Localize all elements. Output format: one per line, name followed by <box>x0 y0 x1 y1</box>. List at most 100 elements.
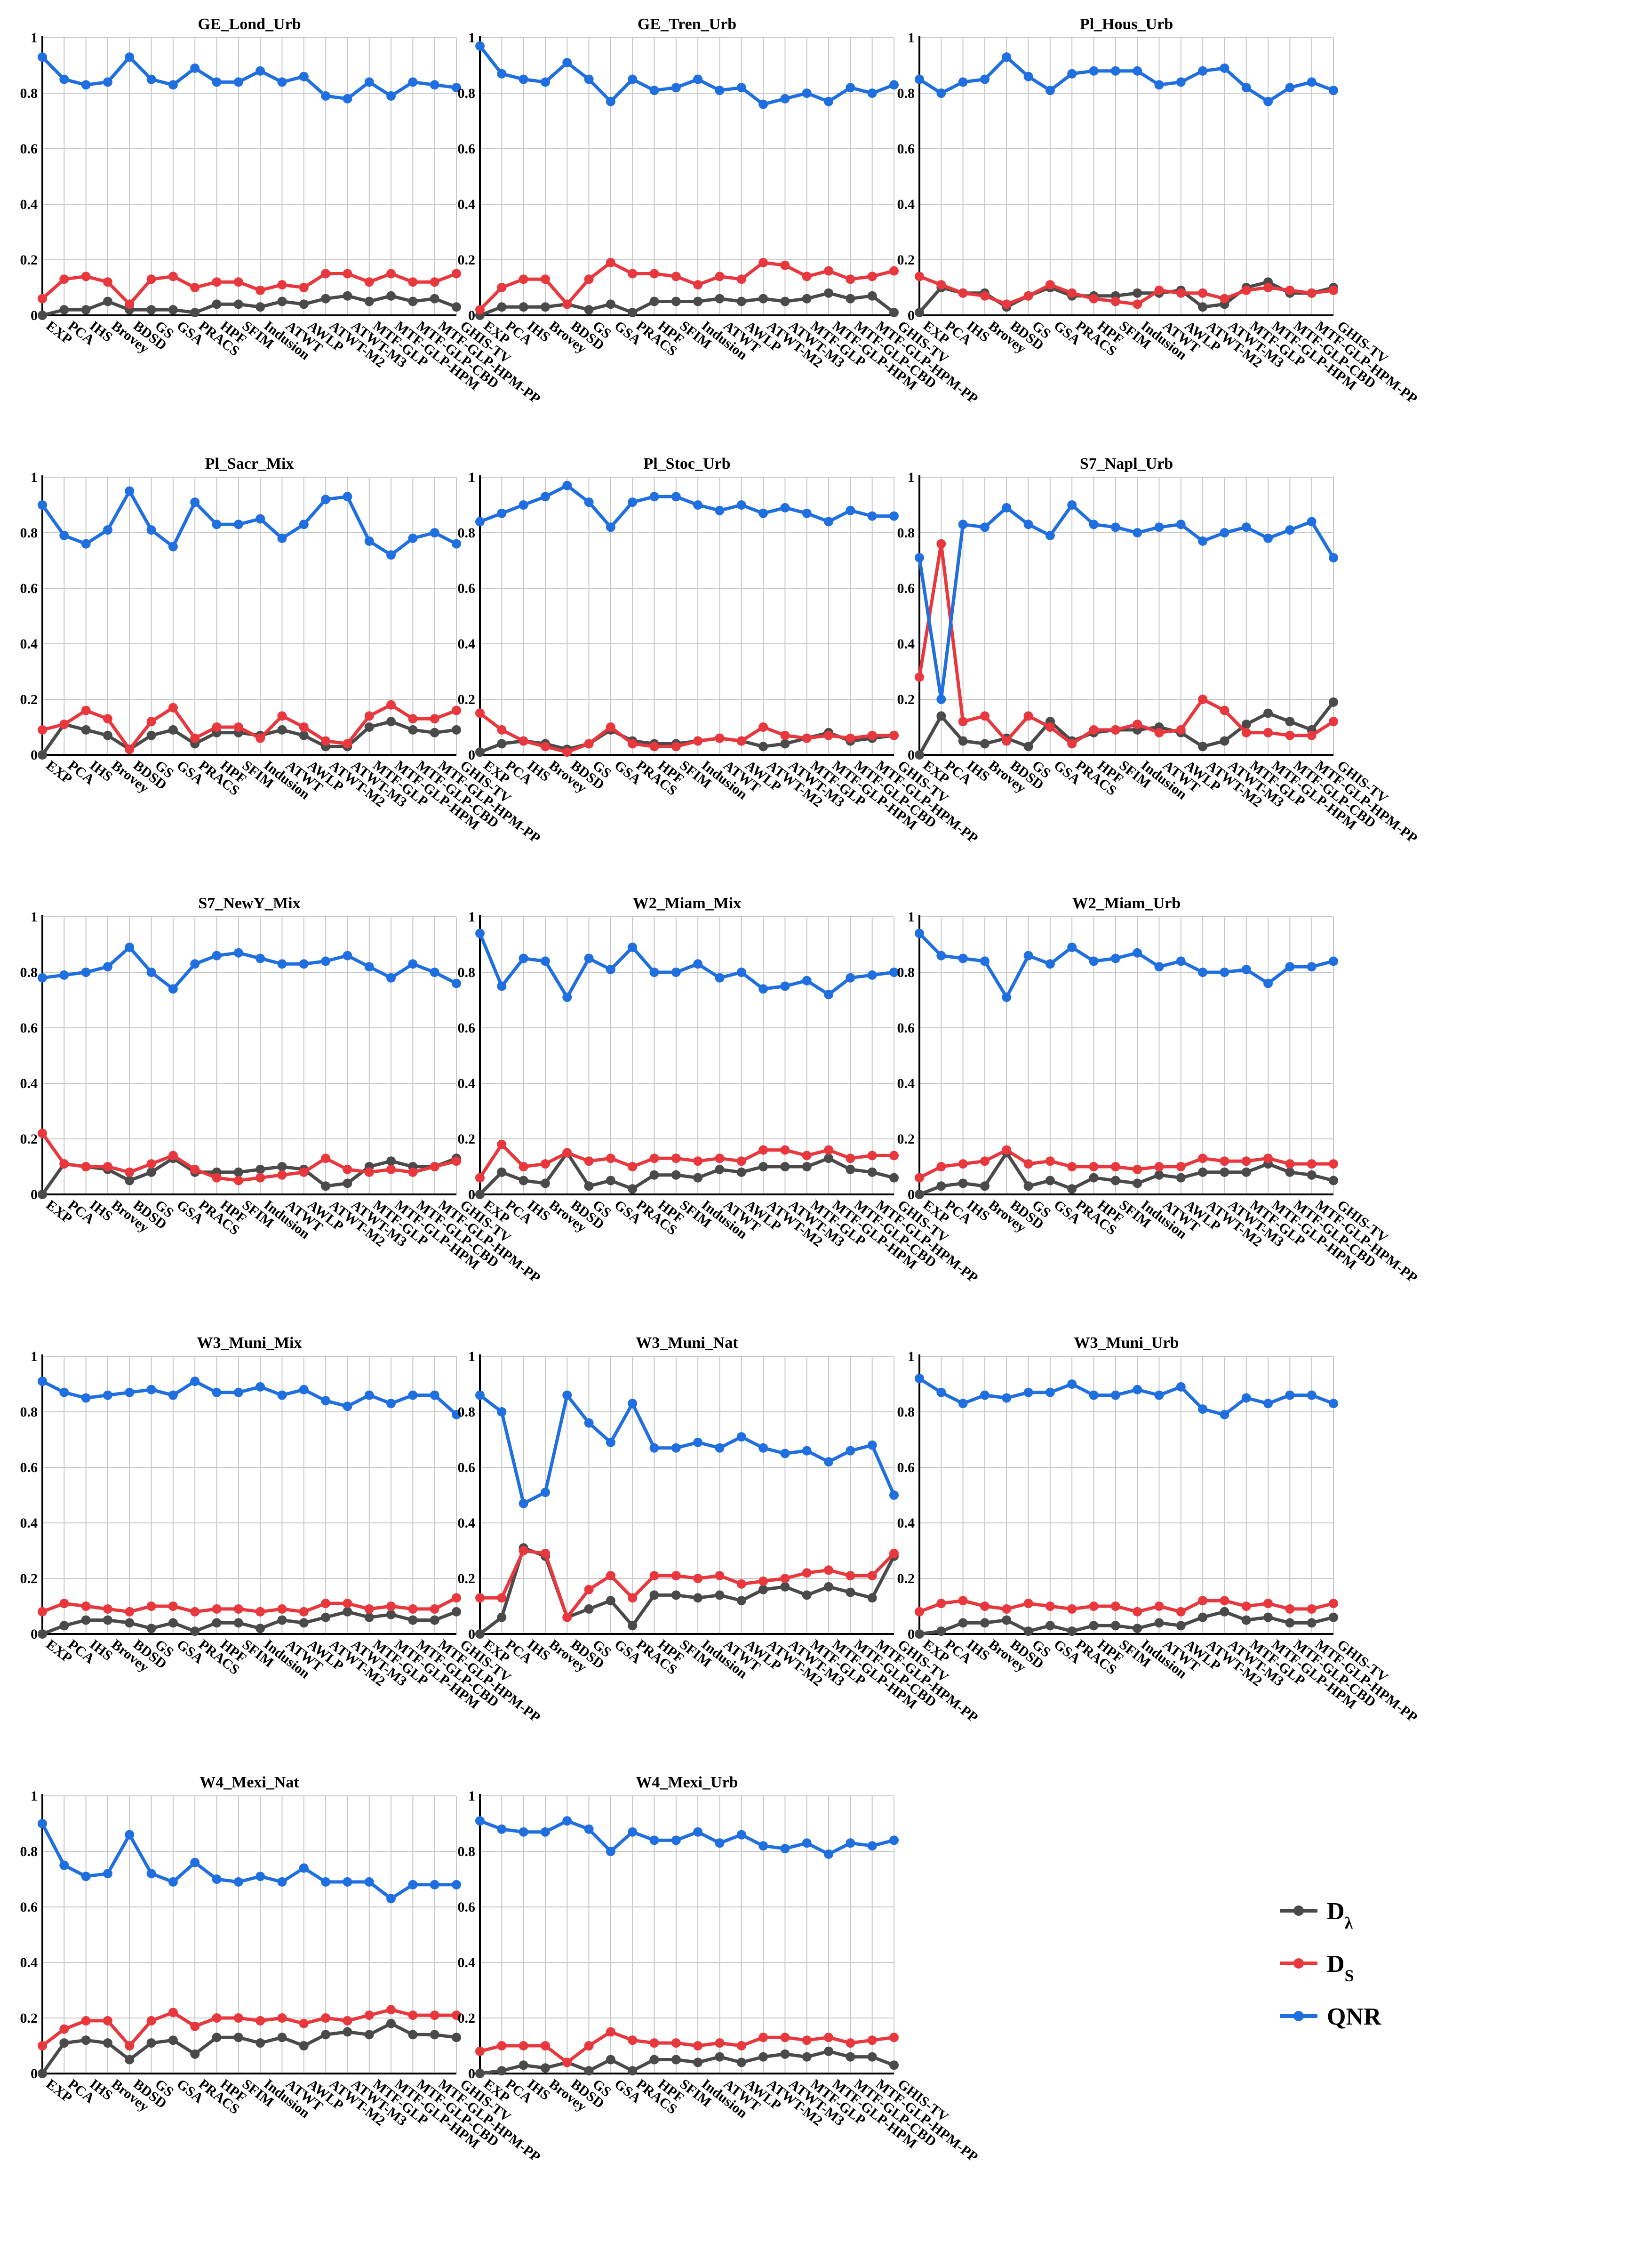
data-point-dl <box>212 1618 222 1628</box>
data-point-ds <box>562 2058 572 2067</box>
data-point-ds <box>562 299 572 309</box>
data-point-ds <box>584 274 594 284</box>
data-point-qnr <box>321 1877 331 1887</box>
data-point-qnr <box>780 1449 790 1458</box>
data-point-dl <box>146 2038 156 2048</box>
data-point-ds <box>846 733 855 743</box>
data-point-qnr <box>540 77 550 87</box>
data-point-qnr <box>824 1849 834 1859</box>
data-point-dl <box>1307 1618 1317 1628</box>
data-point-qnr <box>146 1385 156 1394</box>
data-point-qnr <box>584 1418 594 1428</box>
data-point-qnr <box>1263 978 1273 988</box>
data-point-qnr <box>936 695 946 704</box>
data-point-qnr <box>430 1390 439 1400</box>
data-point-qnr <box>780 1844 790 1854</box>
legend-label: DS <box>1327 1951 1354 1985</box>
data-point-ds <box>452 1593 461 1603</box>
data-point-dl <box>255 1164 265 1174</box>
data-point-qnr <box>1045 1387 1055 1397</box>
legend-subscript: λ <box>1345 1914 1353 1932</box>
data-point-qnr <box>1176 1382 1186 1392</box>
data-point-ds <box>125 745 135 754</box>
data-point-ds <box>584 2041 594 2050</box>
data-point-ds <box>233 1176 243 1185</box>
legend-item-qnr: QNR <box>1280 2003 1382 2030</box>
data-point-ds <box>386 269 396 279</box>
data-point-qnr <box>671 968 681 977</box>
y-tick-label: 0.6 <box>458 1460 476 1475</box>
y-tick-label: 0 <box>908 1187 915 1202</box>
data-point-dl <box>475 1629 485 1639</box>
data-point-ds <box>780 260 790 270</box>
data-point-ds <box>168 272 178 281</box>
data-point-ds <box>408 2010 418 2020</box>
chart-title: S7_Napl_Urb <box>1080 455 1173 472</box>
y-tick-label: 0.8 <box>897 525 915 541</box>
data-point-ds <box>824 730 834 740</box>
data-point-dl <box>1329 1612 1338 1622</box>
data-point-qnr <box>103 77 112 87</box>
data-point-qnr <box>715 973 725 983</box>
data-point-qnr <box>1154 80 1164 90</box>
data-point-ds <box>321 2013 331 2023</box>
data-point-qnr <box>846 505 855 515</box>
data-point-ds <box>497 1139 507 1149</box>
data-point-dl <box>59 1621 69 1631</box>
data-point-qnr <box>1154 1390 1164 1400</box>
data-point-ds <box>1307 1604 1317 1614</box>
data-point-ds <box>936 1599 946 1609</box>
data-point-dl <box>497 739 507 749</box>
data-point-qnr <box>233 77 243 87</box>
data-point-ds <box>1176 1607 1186 1617</box>
data-point-ds <box>1176 288 1186 298</box>
y-tick-label: 1 <box>31 30 38 46</box>
data-point-qnr <box>649 968 659 977</box>
data-point-ds <box>846 1571 855 1581</box>
data-point-ds <box>889 1151 899 1161</box>
data-point-ds <box>38 1129 47 1138</box>
y-tick-label: 0.2 <box>897 1131 915 1147</box>
y-tick-label: 0.8 <box>458 525 476 541</box>
data-point-ds <box>146 1601 156 1611</box>
data-point-qnr <box>81 1872 91 1882</box>
data-point-ds <box>540 2041 550 2050</box>
data-point-ds <box>1285 730 1295 740</box>
data-point-qnr <box>343 94 352 104</box>
data-point-qnr <box>1198 968 1208 977</box>
data-point-ds <box>1154 285 1164 295</box>
data-point-qnr <box>277 77 287 87</box>
chart-title: GE_Tren_Urb <box>638 16 736 33</box>
data-point-qnr <box>408 533 418 543</box>
data-point-ds <box>430 1162 439 1171</box>
data-point-ds <box>277 280 287 290</box>
data-point-qnr <box>168 80 178 90</box>
data-point-dl <box>146 1624 156 1633</box>
data-point-ds <box>1198 1596 1208 1606</box>
data-point-dl <box>103 296 112 306</box>
data-point-dl <box>190 2049 200 2059</box>
data-point-dl <box>958 1178 968 1188</box>
data-point-ds <box>475 305 485 315</box>
data-point-ds <box>1002 1145 1012 1155</box>
data-point-qnr <box>1002 52 1012 62</box>
data-point-dl <box>1220 1607 1229 1617</box>
data-point-qnr <box>321 91 331 101</box>
data-point-ds <box>1110 296 1120 306</box>
data-point-qnr <box>802 976 812 985</box>
data-point-ds <box>936 1162 946 1171</box>
y-tick-label: 0.2 <box>20 2010 38 2026</box>
data-point-dl <box>125 1618 135 1628</box>
data-point-ds <box>190 733 200 743</box>
data-point-qnr <box>386 1399 396 1409</box>
data-point-ds <box>255 285 265 295</box>
data-point-qnr <box>1329 1399 1338 1409</box>
data-point-qnr <box>452 1880 461 1890</box>
data-point-qnr <box>736 500 746 510</box>
data-point-qnr <box>430 80 439 90</box>
data-point-qnr <box>715 505 725 515</box>
data-point-ds <box>125 1167 135 1177</box>
data-point-dl <box>386 1609 396 1619</box>
data-point-qnr <box>190 959 200 969</box>
data-point-qnr <box>736 968 746 977</box>
